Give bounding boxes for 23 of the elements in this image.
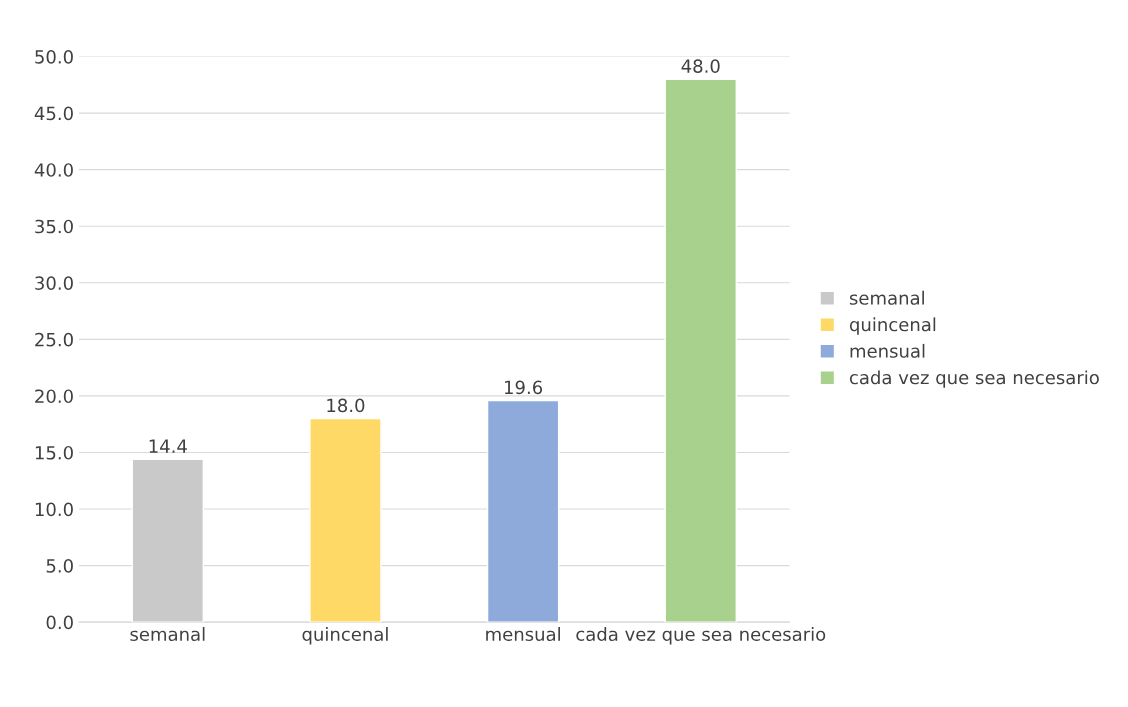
data-label: 48.0 xyxy=(681,59,720,73)
x-tick-label: cada vez que sea necesario xyxy=(576,627,826,645)
legend-label: quincenal xyxy=(849,317,936,335)
x-tick-label: mensual xyxy=(486,627,560,641)
data-label: 18.0 xyxy=(327,398,365,413)
legend-label: semanal xyxy=(849,290,924,305)
data-label: 19.6 xyxy=(504,380,543,395)
y-tick-label: 15.0 xyxy=(35,445,73,460)
y-tick-label: 20.0 xyxy=(35,389,73,404)
y-tick-label: 10.0 xyxy=(35,502,73,517)
y-tick-label: 45.0 xyxy=(34,106,73,121)
y-tick-label: 35.0 xyxy=(35,219,73,234)
y-tick-label: 25.0 xyxy=(35,332,73,347)
legend-label: cada vez que sea necesario xyxy=(849,370,1099,388)
y-tick-label: 40.0 xyxy=(34,163,73,177)
y-tick-label: 30.0 xyxy=(35,276,73,290)
y-tick-label: 50.0 xyxy=(35,50,73,64)
legend-label: mensual xyxy=(850,343,925,358)
x-tick-label: quincenal xyxy=(302,627,388,645)
y-tick-label: 5.0 xyxy=(46,559,73,573)
x-tick-label: semanal xyxy=(130,627,205,641)
data-label: 14.4 xyxy=(149,439,187,453)
y-tick-label: 0.0 xyxy=(46,615,73,630)
